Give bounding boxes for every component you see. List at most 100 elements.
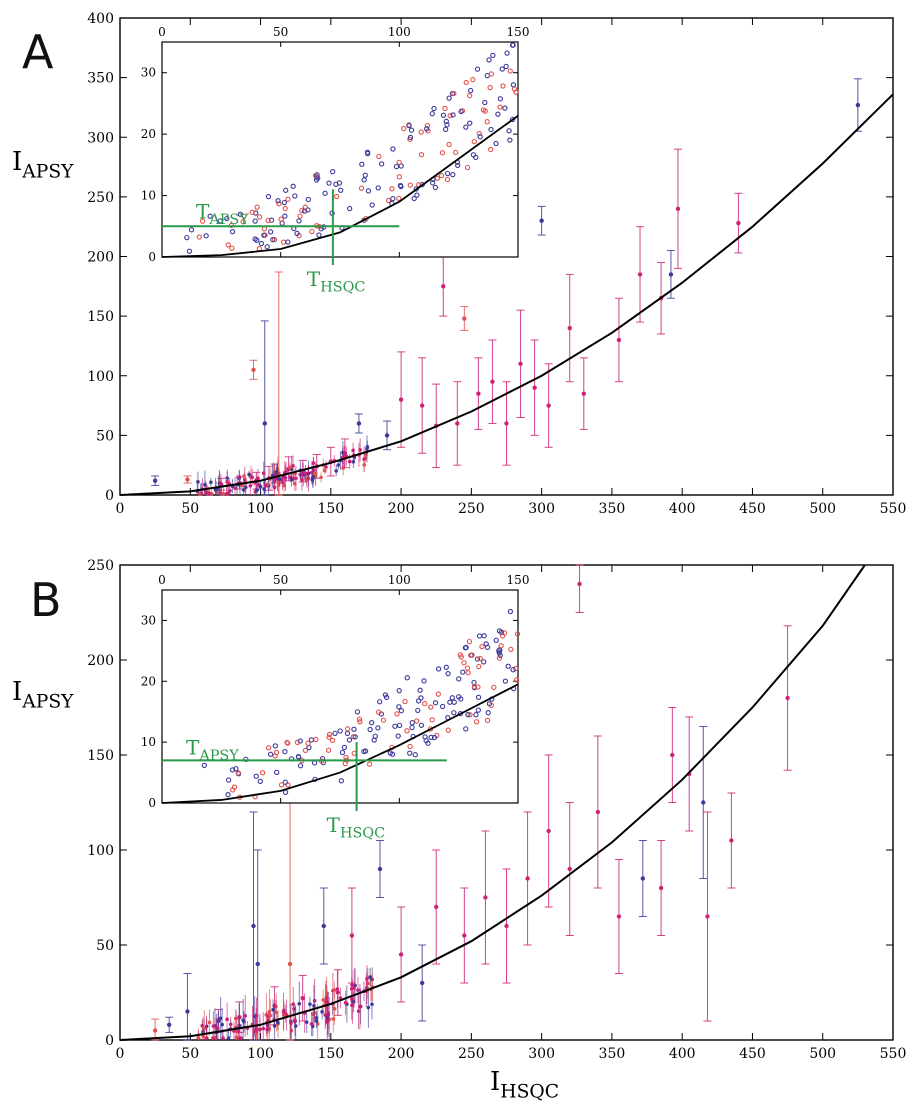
inset-marker (462, 645, 469, 651)
inset-marker (447, 113, 453, 119)
data-marker (577, 581, 582, 587)
inset-marker (337, 728, 343, 734)
cluster-marker (303, 471, 308, 476)
cluster-marker (293, 1018, 297, 1023)
inset-marker (487, 84, 493, 91)
cluster-marker (196, 1036, 200, 1040)
inset-marker (372, 733, 378, 739)
inset-marker (445, 727, 452, 733)
data-marker (532, 385, 537, 390)
threshold-hsqc-label-main: T (307, 267, 321, 291)
data-point (853, 78, 862, 132)
inset-marker (418, 129, 424, 135)
inset-marker (473, 719, 480, 725)
inset-marker (431, 734, 438, 741)
cluster-marker (332, 988, 337, 992)
inset-marker (184, 234, 190, 241)
data-marker (185, 477, 190, 482)
inset-marker (507, 608, 514, 615)
inset-marker (502, 678, 509, 684)
cluster-marker (365, 445, 370, 449)
inset-marker (474, 656, 481, 662)
inset-marker (483, 641, 489, 647)
inset-marker (491, 684, 497, 690)
inset-marker (285, 239, 291, 245)
inset-marker (203, 233, 209, 239)
inset-marker (375, 185, 381, 191)
y-tick-label: 50 (96, 428, 114, 444)
data-marker (637, 272, 643, 277)
data-marker (546, 828, 551, 834)
y-tick-label: 0 (105, 488, 114, 504)
inset-marker (361, 177, 367, 183)
cluster-marker (319, 475, 323, 480)
inset-marker (188, 227, 195, 233)
data-point (347, 887, 356, 984)
inset-marker (422, 734, 428, 740)
inset-marker (390, 146, 396, 152)
inset-marker (439, 703, 446, 710)
inset-marker (495, 111, 501, 117)
inset-marker (330, 168, 336, 175)
x-tick-label: 250 (458, 1046, 485, 1062)
data-marker (518, 361, 523, 367)
cluster-marker (225, 479, 229, 484)
data-marker (595, 809, 601, 815)
inset-marker (252, 236, 258, 242)
inset-marker (346, 737, 353, 743)
cluster-marker (289, 1021, 293, 1025)
cluster-marker (228, 488, 232, 493)
inset-marker (482, 108, 488, 114)
inset-marker (481, 659, 487, 665)
inset-marker (451, 90, 457, 97)
data-point (638, 840, 647, 917)
cluster-marker (289, 1028, 294, 1033)
inset-marker (408, 127, 415, 133)
data-marker (483, 895, 488, 900)
cluster-marker (196, 480, 200, 484)
data-marker (490, 379, 495, 384)
inset-fit-curve (161, 683, 519, 804)
inset-marker (366, 761, 373, 767)
cluster-marker (226, 1036, 231, 1040)
inset-marker (267, 751, 274, 757)
cluster-marker (261, 471, 266, 476)
inset-marker (266, 745, 272, 751)
inset-marker (443, 664, 449, 670)
cluster-marker (197, 492, 202, 496)
data-marker (441, 284, 446, 289)
inset-marker (504, 50, 510, 56)
inset-marker (282, 749, 288, 755)
inset-marker (418, 151, 425, 158)
inset-marker (217, 218, 223, 224)
inset-marker (207, 213, 213, 219)
cluster-marker (272, 1024, 277, 1028)
inset-marker (456, 676, 462, 682)
inset-marker (446, 141, 452, 148)
inset-marker (498, 643, 504, 649)
inset-marker (444, 176, 451, 183)
x-tick-label: 400 (669, 1046, 696, 1062)
inset-marker (464, 665, 471, 671)
inset-marker (450, 112, 456, 118)
inset-marker (438, 173, 445, 179)
y-axis-label-main: I (12, 147, 22, 177)
data-marker (262, 421, 267, 426)
inset-marker (367, 726, 373, 733)
inset-marker (375, 725, 381, 731)
x-tick-label: 50 (181, 501, 199, 517)
inset-marker (253, 773, 259, 779)
cluster-marker (276, 1020, 280, 1025)
x-tick-label: 500 (809, 501, 836, 517)
data-point (151, 475, 160, 486)
y-tick-label: 50 (96, 938, 114, 954)
cluster-marker (248, 484, 253, 488)
inset-marker (412, 752, 418, 758)
inset-x-tick-label: 0 (158, 573, 166, 587)
threshold-hsqc-label: THSQC (327, 813, 386, 842)
y-axis-label-sub: APSY (21, 161, 74, 182)
cluster-marker (207, 492, 212, 496)
inset-y-tick-label: 10 (141, 189, 156, 203)
data-marker (539, 218, 544, 223)
inset-marker (428, 704, 434, 710)
